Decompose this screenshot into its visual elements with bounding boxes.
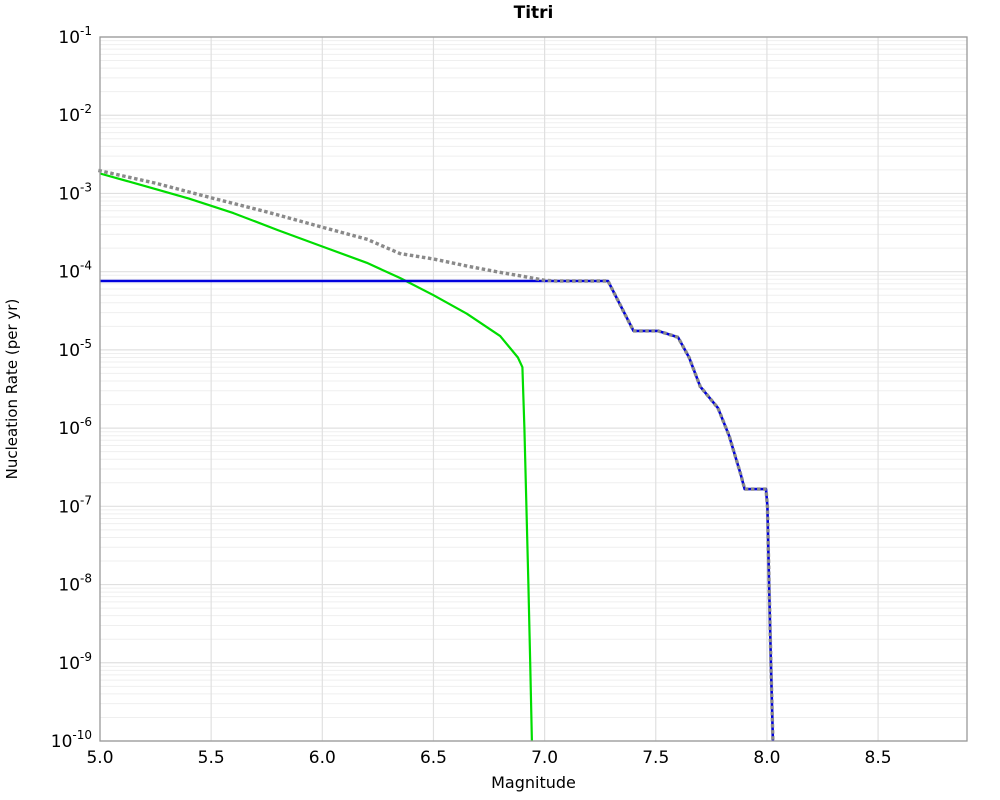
y-tick-label: 10-8 bbox=[58, 572, 92, 596]
y-tick-label: 10-6 bbox=[58, 415, 92, 439]
chart-title: Titri bbox=[513, 3, 554, 23]
y-axis-title: Nucleation Rate (per yr) bbox=[3, 298, 21, 480]
x-tick-label: 8.0 bbox=[753, 748, 780, 768]
x-tick-label: 6.0 bbox=[309, 748, 336, 768]
plot-frame bbox=[99, 36, 968, 742]
x-tick-label: 7.0 bbox=[531, 748, 558, 768]
x-tick-label: 6.5 bbox=[420, 748, 447, 768]
y-tick-label: 10-3 bbox=[58, 180, 92, 204]
y-tick-label: 10-4 bbox=[58, 259, 92, 283]
x-axis-title: Magnitude bbox=[491, 773, 576, 792]
y-tick-label: 10-2 bbox=[58, 102, 92, 126]
x-tick-label: 7.5 bbox=[642, 748, 669, 768]
gray-dotted-curve bbox=[97, 168, 775, 743]
y-tick-label: 10-1 bbox=[58, 24, 92, 48]
y-tick-label: 10-7 bbox=[58, 493, 92, 517]
green-curve bbox=[99, 172, 533, 742]
x-tick-label: 8.5 bbox=[865, 748, 892, 768]
x-tick-label: 5.5 bbox=[198, 748, 225, 768]
x-tick-label: 5.0 bbox=[86, 748, 113, 768]
y-tick-label: 10-5 bbox=[58, 337, 92, 361]
y-tick-label: 10-9 bbox=[58, 650, 92, 674]
